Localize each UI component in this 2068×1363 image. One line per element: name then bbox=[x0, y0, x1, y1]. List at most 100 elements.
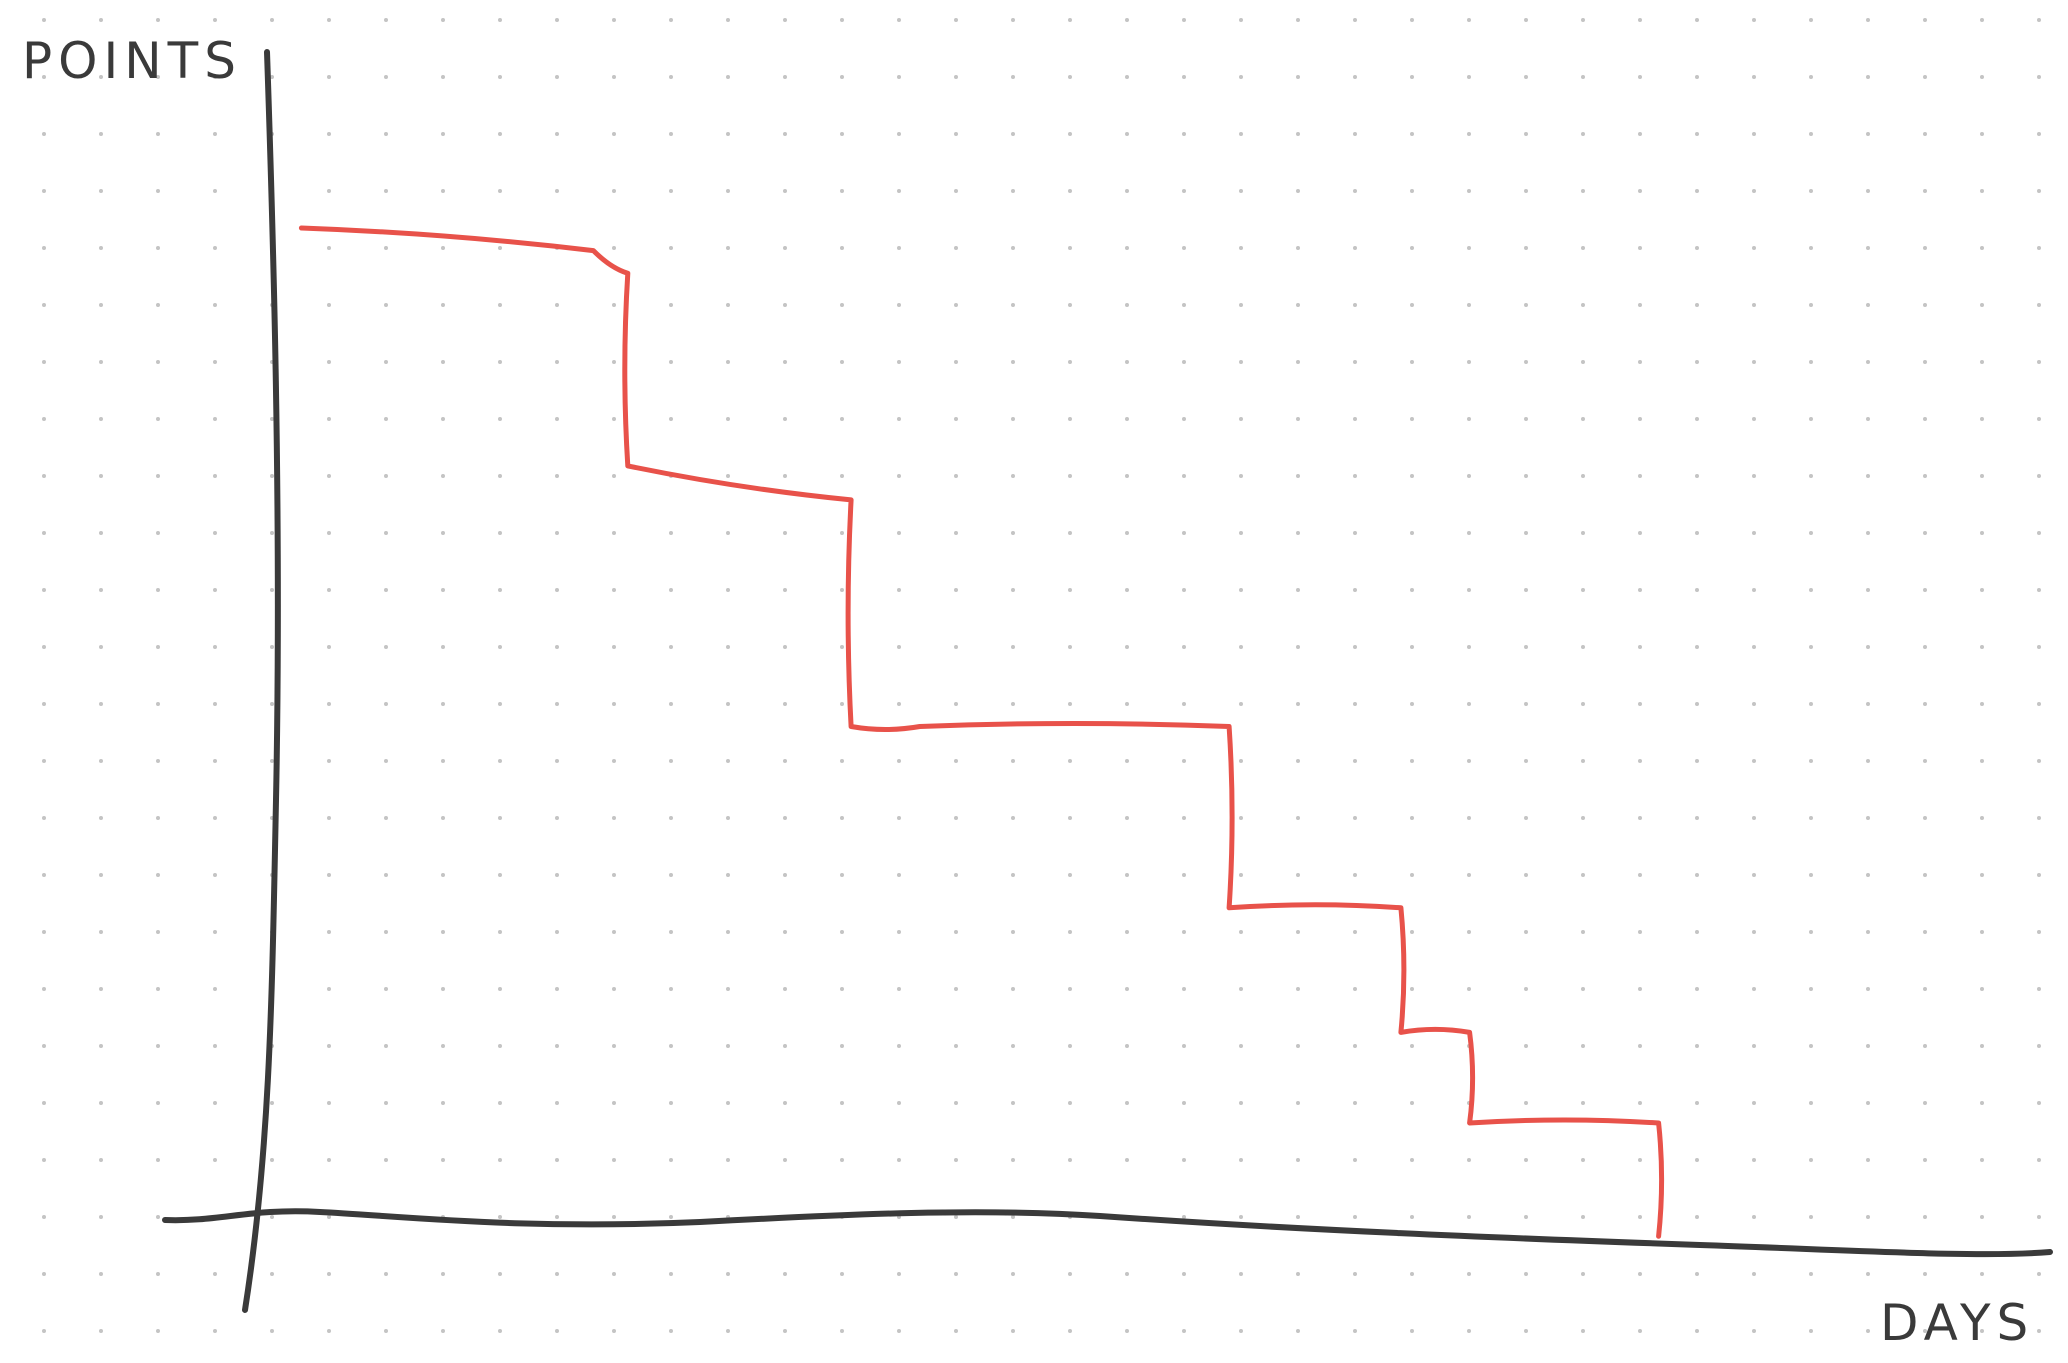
grid-dot bbox=[156, 1101, 160, 1105]
grid-dot bbox=[156, 189, 160, 193]
grid-dot bbox=[1068, 702, 1072, 706]
grid-dot bbox=[1068, 1044, 1072, 1048]
grid-dot bbox=[840, 75, 844, 79]
grid-dot bbox=[840, 987, 844, 991]
grid-dot bbox=[555, 816, 559, 820]
grid-dot bbox=[612, 303, 616, 307]
grid-dot bbox=[1923, 132, 1927, 136]
grid-dot bbox=[1638, 531, 1642, 535]
grid-dot bbox=[1068, 987, 1072, 991]
grid-dot bbox=[42, 645, 46, 649]
grid-dot bbox=[1866, 816, 1870, 820]
grid-dot bbox=[1866, 132, 1870, 136]
grid-dot bbox=[2037, 759, 2041, 763]
grid-dot bbox=[1182, 1158, 1186, 1162]
grid-dot bbox=[1353, 759, 1357, 763]
grid-dot bbox=[1980, 1158, 1984, 1162]
grid-dot bbox=[1410, 1044, 1414, 1048]
grid-dot bbox=[1866, 1101, 1870, 1105]
grid-dot bbox=[327, 75, 331, 79]
grid-dot bbox=[1467, 759, 1471, 763]
grid-dot bbox=[1467, 1272, 1471, 1276]
grid-dot bbox=[555, 303, 559, 307]
grid-dot bbox=[1923, 417, 1927, 421]
grid-dot bbox=[840, 18, 844, 22]
grid-dot bbox=[726, 474, 730, 478]
grid-dot bbox=[1125, 132, 1129, 136]
grid-dot bbox=[1752, 1158, 1756, 1162]
grid-dot bbox=[669, 189, 673, 193]
grid-dot bbox=[1182, 702, 1186, 706]
grid-dot bbox=[1011, 588, 1015, 592]
grid-dot bbox=[1068, 246, 1072, 250]
grid-dot bbox=[327, 1215, 331, 1219]
grid-dot bbox=[42, 930, 46, 934]
grid-dot bbox=[1695, 1158, 1699, 1162]
grid-dot bbox=[555, 189, 559, 193]
grid-dot bbox=[1581, 18, 1585, 22]
grid-dot bbox=[327, 1044, 331, 1048]
grid-dot bbox=[1467, 75, 1471, 79]
grid-dot bbox=[327, 930, 331, 934]
grid-dot bbox=[1752, 18, 1756, 22]
grid-dot bbox=[783, 417, 787, 421]
grid-dot bbox=[1524, 474, 1528, 478]
grid-dot bbox=[954, 702, 958, 706]
grid-dot bbox=[1638, 873, 1642, 877]
grid-dot bbox=[1068, 588, 1072, 592]
grid-dot bbox=[42, 303, 46, 307]
grid-dot bbox=[441, 987, 445, 991]
grid-dot bbox=[783, 474, 787, 478]
grid-dot bbox=[1923, 246, 1927, 250]
grid-dot bbox=[1524, 18, 1528, 22]
grid-dot bbox=[327, 360, 331, 364]
grid-dot bbox=[1581, 987, 1585, 991]
grid-dot bbox=[441, 417, 445, 421]
grid-dot bbox=[1125, 474, 1129, 478]
grid-dot bbox=[1638, 132, 1642, 136]
grid-dot bbox=[1410, 360, 1414, 364]
grid-dot bbox=[1695, 987, 1699, 991]
grid-dot bbox=[498, 930, 502, 934]
grid-dot bbox=[1980, 873, 1984, 877]
grid-dot bbox=[897, 987, 901, 991]
grid-dot bbox=[2037, 1329, 2041, 1333]
grid-dot bbox=[1467, 246, 1471, 250]
grid-dot bbox=[1638, 18, 1642, 22]
grid-dot bbox=[384, 645, 388, 649]
grid-dot bbox=[897, 531, 901, 535]
grid-dot bbox=[783, 930, 787, 934]
grid-dot bbox=[42, 18, 46, 22]
grid-dot bbox=[498, 303, 502, 307]
grid-dot bbox=[1524, 531, 1528, 535]
grid-dot bbox=[1809, 588, 1813, 592]
grid-dot bbox=[99, 816, 103, 820]
grid-dot bbox=[1296, 1215, 1300, 1219]
grid-dot bbox=[2037, 816, 2041, 820]
grid-dot bbox=[327, 588, 331, 592]
grid-dot bbox=[441, 1329, 445, 1333]
grid-dot bbox=[1068, 645, 1072, 649]
grid-dot bbox=[1353, 987, 1357, 991]
grid-dot bbox=[1752, 303, 1756, 307]
grid-dot bbox=[1980, 645, 1984, 649]
grid-dot bbox=[498, 531, 502, 535]
grid-dot bbox=[1581, 189, 1585, 193]
grid-dot bbox=[783, 1044, 787, 1048]
grid-dot bbox=[1410, 75, 1414, 79]
grid-dot bbox=[1923, 303, 1927, 307]
grid-dot bbox=[726, 417, 730, 421]
grid-dot bbox=[2037, 1101, 2041, 1105]
grid-dot bbox=[99, 1158, 103, 1162]
grid-dot bbox=[498, 132, 502, 136]
grid-dot bbox=[1866, 930, 1870, 934]
grid-dot bbox=[1125, 588, 1129, 592]
grid-dot bbox=[1467, 1215, 1471, 1219]
grid-dot bbox=[1695, 360, 1699, 364]
grid-dot bbox=[213, 702, 217, 706]
grid-dot bbox=[1239, 873, 1243, 877]
grid-dot bbox=[897, 1044, 901, 1048]
grid-dot bbox=[384, 1101, 388, 1105]
grid-dot bbox=[99, 1101, 103, 1105]
grid-dot bbox=[1011, 18, 1015, 22]
